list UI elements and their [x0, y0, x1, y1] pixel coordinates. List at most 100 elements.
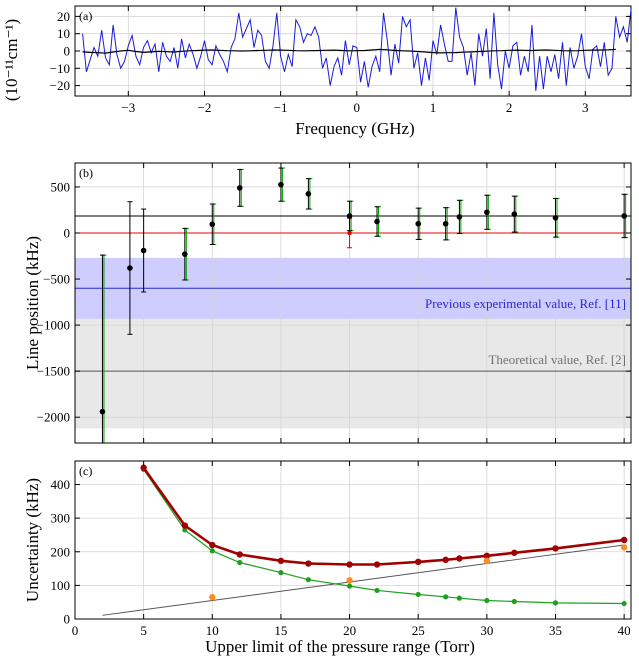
- panel-c-ytick-label: 0: [64, 612, 71, 627]
- annotation-theoretical-value: Theoretical value, Ref. [2]: [488, 352, 626, 367]
- panel-c-series: [102, 464, 628, 616]
- panel-c-ticks: 0 5 10 15 20 25 30 35 40 400 300 200 100 0: [51, 461, 631, 638]
- panel-b-bands: [75, 257, 631, 429]
- panel-c-data-point: [209, 541, 216, 549]
- panel-b-ytick-label: −1000: [37, 318, 70, 333]
- panel-c-xtick-label: 40: [618, 623, 631, 638]
- panel-b-ytick-label: 0: [64, 226, 71, 241]
- panel-c-data-point: [209, 593, 216, 601]
- panel-c-grid: [75, 461, 631, 619]
- panel-c-data-point: [456, 555, 463, 562]
- panel-c-data-point: [209, 548, 215, 554]
- panel-a-series-line: [82, 7, 632, 91]
- panel-a-xlabel: Frequency (GHz): [295, 119, 414, 138]
- panel-c-xtick-label: 15: [274, 623, 287, 638]
- panel-c-data-point: [140, 464, 147, 471]
- panel-b: 500 0 −500 −1000 −1500 −2000 (b) Previous exp…: [23, 162, 632, 444]
- panel-c-data-point: [484, 597, 490, 604]
- data-point: [278, 181, 284, 188]
- panel-a-label: (a): [79, 9, 92, 23]
- panel-c-xtick-label: 30: [480, 623, 493, 638]
- data-point: [621, 213, 627, 219]
- panel-a-ytick-label: 10: [57, 26, 70, 41]
- panel-c-data-point: [443, 594, 449, 600]
- panel-c-data-point: [346, 577, 353, 584]
- panel-a-xtick-label: 3: [582, 100, 589, 115]
- data-point: [415, 220, 422, 227]
- panel-a-xtick-label: 2: [506, 100, 513, 115]
- panel-b-label: (b): [79, 166, 93, 180]
- panel-c-data-point: [511, 598, 517, 605]
- panel-b-ytick-label: −1500: [37, 364, 70, 379]
- panel-c-data-point: [236, 551, 243, 558]
- panel-a-series-line: [82, 48, 616, 54]
- panel-c-ytick-label: 300: [51, 511, 71, 526]
- panel-c-ytick-label: 200: [51, 544, 71, 559]
- panel-c-data-point: [511, 549, 518, 556]
- panel-c-data-point: [621, 600, 627, 607]
- panel-c-xtick-label: 10: [206, 623, 219, 638]
- panel-c-data-point: [620, 544, 628, 551]
- panel-b-series: [99, 167, 629, 444]
- panel-a-xtick-label: −1: [274, 100, 288, 115]
- annotation-previous-value: Previous experimental value, Ref. [11]: [425, 296, 626, 311]
- panel-a-ytick-label: 20: [57, 9, 70, 24]
- panel-c-data-point: [415, 558, 422, 566]
- panel-c-data-point: [373, 561, 381, 568]
- panel-c-xtick-label: 20: [343, 623, 356, 638]
- panel-c-data-point: [552, 600, 559, 606]
- panel-c-data-point: [346, 561, 353, 568]
- panel-a-xtick-label: −3: [121, 100, 135, 115]
- panel-c-data-point: [346, 583, 353, 589]
- data-point: [209, 221, 216, 228]
- panel-a-ytick-label: −10: [50, 61, 70, 76]
- panel-c-data-point: [305, 577, 311, 583]
- data-point: [182, 251, 188, 257]
- panel-a-ylabel: (10⁻¹¹cm⁻¹): [2, 19, 21, 101]
- data-point: [99, 408, 106, 415]
- panel-c-data-point: [483, 552, 491, 559]
- panel-a-xtick-label: −2: [198, 100, 212, 115]
- panel-b-ytick-label: −2000: [37, 410, 70, 425]
- panel-c-data-point: [415, 591, 421, 598]
- data-point: [305, 191, 312, 197]
- panel-c-label: (c): [79, 464, 92, 478]
- panel-a-xtick-label: 1: [430, 100, 437, 115]
- panel-c-data-point: [305, 560, 312, 567]
- panel-b-frame: [74, 162, 632, 444]
- panel-c-data-point: [277, 557, 285, 565]
- panel-c-xtick-label: 5: [140, 623, 147, 638]
- panel-c-data-point: [442, 556, 449, 564]
- data-point: [236, 185, 243, 191]
- panel-c-xtick-label: 35: [549, 623, 562, 638]
- panel-c: 0 5 10 15 20 25 30 35 40 400 300 200 100 0 (c) Upper …: [23, 460, 632, 656]
- panel-c-ytick-label: 400: [51, 477, 71, 492]
- panel-a-ytick-label: −20: [50, 78, 70, 93]
- data-point: [484, 209, 490, 216]
- data-point: [511, 211, 518, 217]
- panel-c-ylabel: Uncertainty (kHz): [23, 478, 42, 602]
- panel-b-ticks: 500 0 −500 −1000 −1500 −2000: [37, 163, 631, 443]
- panel-a-xtick-label: 0: [354, 100, 361, 115]
- data-point: [140, 247, 147, 254]
- panel-c-data-point: [374, 587, 380, 594]
- panel-a-grid: [75, 6, 631, 96]
- panel-c-series-line: [102, 544, 625, 616]
- data-point: [346, 213, 353, 219]
- panel-b-ytick-label: 500: [51, 179, 71, 194]
- panel-c-data-point: [620, 536, 628, 544]
- data-point: [374, 218, 380, 225]
- data-point: [127, 265, 133, 271]
- data-point: [442, 220, 449, 227]
- panel-b-reference-lines: [75, 215, 631, 372]
- panel-c-data-point: [483, 557, 491, 565]
- panel-c-frame: [74, 460, 632, 620]
- panel-c-xlabel: Upper limit of the pressure range (Torr): [205, 637, 475, 656]
- panel-c-series-line: [143, 469, 625, 605]
- panel-a-series: [82, 7, 632, 91]
- panel-c-data-point: [552, 545, 559, 552]
- panel-c-series-line: [142, 466, 625, 566]
- panel-c-ytick-label: 100: [51, 578, 71, 593]
